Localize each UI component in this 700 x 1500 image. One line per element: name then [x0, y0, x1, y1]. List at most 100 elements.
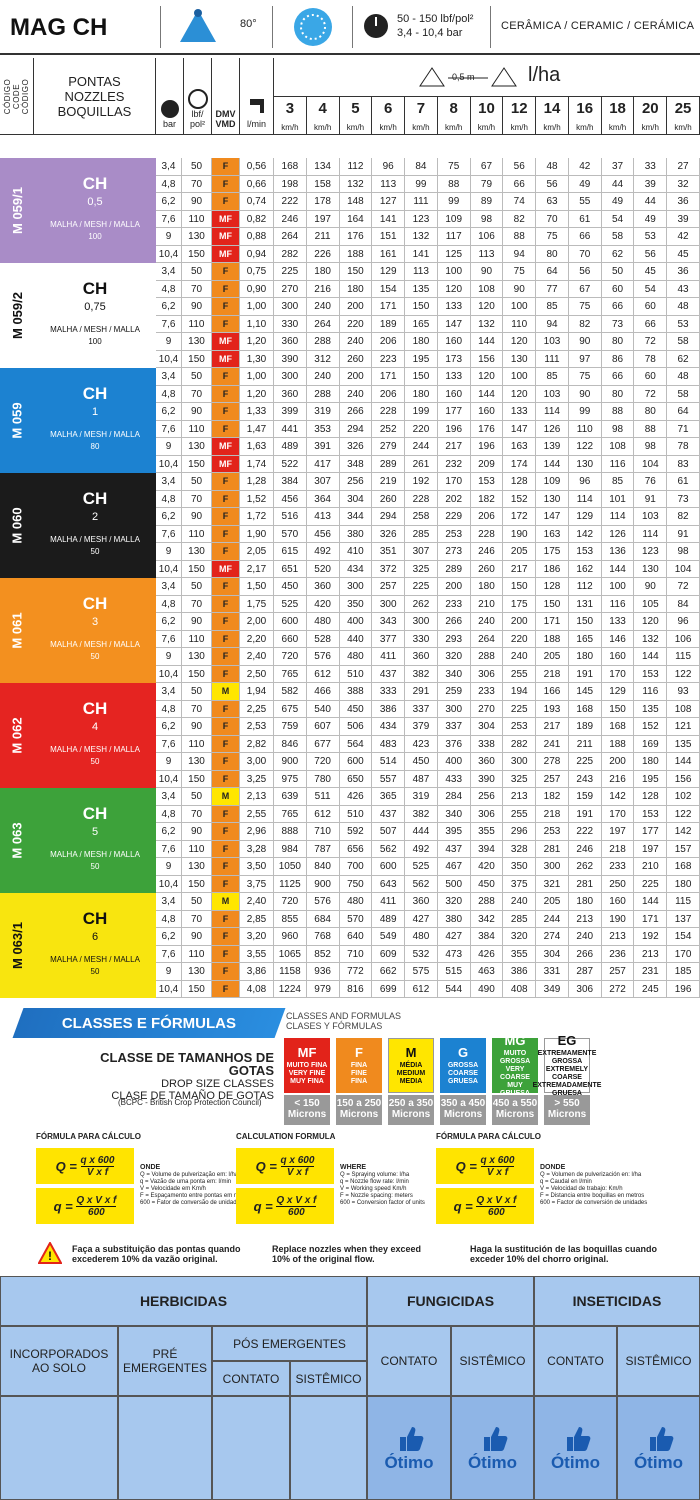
pre-emergentes-cell: [118, 1396, 212, 1500]
lha-value: 197: [634, 840, 668, 857]
lha-value: 360: [307, 578, 340, 595]
lha-value: 178: [307, 193, 340, 210]
fung-contato-header: CONTATO: [367, 1326, 451, 1396]
lha-value: 144: [471, 333, 504, 350]
lha-value: 56: [536, 175, 569, 192]
lha-value: 62: [602, 245, 635, 262]
lha-value: 244: [536, 910, 569, 927]
lha-value: 43: [667, 280, 700, 297]
lha-value: 246: [569, 840, 602, 857]
lha-value: 420: [471, 858, 504, 875]
lha-value: 410: [340, 543, 373, 560]
drop-class-name: GRUESA: [448, 1077, 478, 1085]
lha-value: 100: [602, 578, 635, 595]
lha-value: 337: [438, 718, 471, 735]
speed-header: 10 km/h: [471, 97, 504, 135]
lha-value: 44: [602, 175, 635, 192]
lha-value: 144: [634, 648, 668, 665]
table-row: 9 130 F 3,00 900 720 600 514 450 400 360 300 278 225 2…: [156, 753, 700, 771]
speed-unit: km/h: [313, 123, 332, 132]
lha-value: 61: [667, 473, 700, 490]
lha-value: 114: [634, 525, 668, 542]
flow-lmin: 1,94: [240, 683, 274, 700]
divider: [160, 6, 161, 48]
speed-header: 4 km/h: [307, 97, 340, 135]
lha-value: 300: [536, 858, 569, 875]
lha-value: 244: [405, 438, 438, 455]
drop-class-card: MG MUITO GROSSA VERY COARSE MUY GRUESA: [492, 1033, 538, 1097]
lha-value: 408: [503, 980, 537, 997]
lha-value: 205: [503, 543, 537, 560]
gauge-icon: [160, 100, 179, 118]
lha-value: 217: [438, 438, 471, 455]
lha-value: 225: [634, 875, 668, 892]
lha-value: 326: [340, 438, 373, 455]
formula-Q: Q = q x 600 V x f: [36, 1148, 134, 1184]
classes-subtitle: CLASSES AND FORMULAS CLASES Y FÓRMULAS: [286, 1011, 402, 1031]
lha-value: 130: [569, 455, 602, 472]
lha-value: 130: [634, 560, 668, 577]
pressure-lbf: 90: [182, 928, 212, 945]
lha-value: 307: [405, 543, 438, 560]
contato-header: CONTATO: [212, 1361, 290, 1396]
mesh-value: 50: [90, 652, 100, 661]
table-row: 7,6 110 F 2,82 846 677 564 483 423 376 338 282 241 21…: [156, 735, 700, 753]
table-row: 3,4 50 M 1,94 582 466 388 333 291 259 233 194 166 145…: [156, 683, 700, 701]
pressure-bar: 7,6: [156, 420, 182, 437]
lha-value: 58: [602, 228, 635, 245]
pressure-lbf: 150: [182, 770, 212, 787]
drop-class-name: MEDIA: [399, 1077, 423, 1085]
drop-class-name: EXTREMELY COARSE: [545, 1065, 589, 1081]
drop-class-name: FINE: [351, 1069, 367, 1077]
nozzle-code-label: M 059/1: [9, 187, 25, 234]
drop-class-name: MEDIUM: [396, 1069, 426, 1077]
lha-value: 525: [274, 595, 307, 612]
speed-unit: km/h: [576, 123, 594, 132]
flow-lmin: 3,55: [240, 945, 274, 962]
lha-value: 49: [634, 210, 668, 227]
formula-block: CALCULATION FORMULA Q = q x 600 V x f q = Q…: [200, 1132, 425, 1224]
flow-lmin: 0,66: [240, 175, 274, 192]
pressure-bar: 10,4: [156, 350, 182, 367]
lha-value: 562: [372, 840, 406, 857]
lha-value: 86: [602, 350, 635, 367]
lha-value: 144: [667, 753, 700, 770]
lha-value: 348: [340, 455, 373, 472]
lha-value: 320: [438, 893, 471, 910]
pressure-bar: 7,6: [156, 525, 182, 542]
drop-class-code: MG: [504, 1032, 526, 1048]
table-row: 6,2 90 F 3,20 960 768 640 549 480 427 384 320 274 240…: [156, 928, 700, 946]
lha-value: 240: [340, 333, 373, 350]
lha-value: 117: [438, 228, 471, 245]
lha-value: 94: [503, 245, 537, 262]
table-row: 4,8 70 F 1,20 360 288 240 206 180 160 144 120 103 90 8…: [156, 385, 700, 403]
mesh-label: MALHA / MESH / MALLA: [50, 535, 140, 544]
frac-top: Q x V x f: [276, 1194, 317, 1207]
lha-value: 330: [274, 315, 307, 332]
table-row: 3,4 50 F 1,00 300 240 200 171 150 133 120 100 85 75 66…: [156, 368, 700, 386]
nozzle-size: 5: [91, 826, 99, 838]
lha-value: 106: [471, 228, 504, 245]
gauge-icon: [187, 89, 208, 109]
frac-bot: 600: [288, 1206, 305, 1218]
drop-class: F: [212, 858, 240, 875]
lha-value: 122: [667, 665, 700, 682]
nozzle-info: CH 0,75 MALHA / MESH / MALLA 100: [34, 263, 156, 368]
flow-lmin: 1,10: [240, 315, 274, 332]
lha-value: 288: [307, 385, 340, 402]
lha-value: 33: [634, 158, 668, 175]
formula-legend: ONDE Q = Volume de pulverização em: l/ha q…: [140, 1164, 270, 1207]
lha-value: 66: [602, 368, 635, 385]
lmin-column-header: l/min: [240, 58, 274, 135]
pressure-bar: 9: [156, 753, 182, 770]
lha-value: 360: [405, 893, 438, 910]
lha-value: 142: [667, 823, 700, 840]
range-unit: Microns: [547, 1109, 587, 1120]
flow-lmin: 2,25: [240, 700, 274, 717]
lha-value: 1125: [274, 875, 307, 892]
flow-lmin: 1,72: [240, 508, 274, 525]
lha-value: 153: [569, 543, 602, 560]
range-value: 450 a 550: [492, 1098, 538, 1109]
lha-value: 307: [307, 473, 340, 490]
lha-value: 434: [340, 560, 373, 577]
